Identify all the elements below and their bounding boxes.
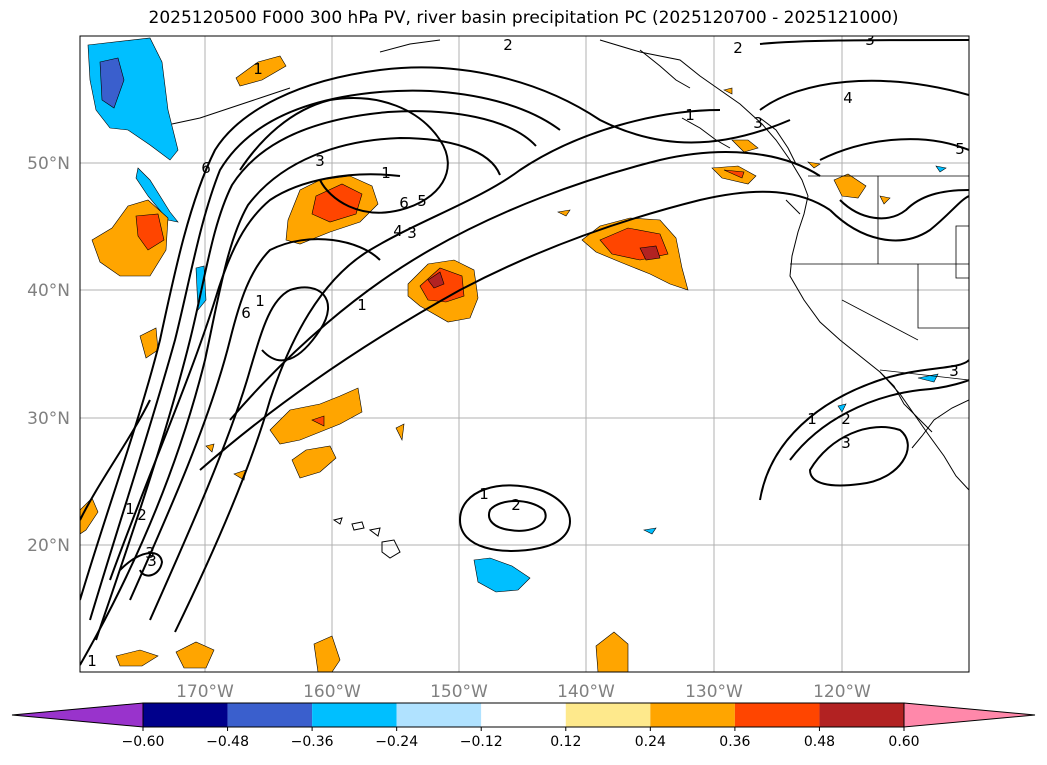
contour-label: 1 — [253, 60, 263, 78]
lon-label: 140°W — [557, 682, 615, 702]
colorbar-tick-label: −0.24 — [375, 734, 418, 750]
contour-label: 2 — [733, 39, 743, 57]
contour-label: 4 — [393, 222, 403, 240]
contour-label: 5 — [955, 140, 965, 158]
contour-label: 5 — [417, 192, 427, 210]
colorbar-segment — [396, 703, 482, 727]
contour-label: 3 — [949, 362, 959, 380]
hawaii-islands — [332, 517, 401, 559]
contour-label: 1 — [357, 296, 367, 314]
borders — [790, 175, 969, 381]
colorbar-tick-label: 0.60 — [888, 734, 919, 750]
longitude-labels: 170°W 160°W 150°W 140°W 130°W 120°W — [176, 682, 871, 702]
colorbar-segment — [227, 703, 313, 727]
colorbar-tick-label: 0.12 — [550, 734, 581, 750]
map-background — [80, 36, 969, 672]
contour-label: 3 — [865, 31, 875, 49]
colorbar-segment — [312, 703, 397, 727]
contour-label: 3 — [315, 152, 325, 170]
contour-label: 2 — [511, 496, 521, 514]
colorbar-tick-label: −0.36 — [291, 734, 334, 750]
contour-label: 3 — [407, 224, 417, 242]
colorbar-extend-max — [903, 702, 1036, 728]
coastlines — [171, 39, 969, 491]
colorbar-tick-label: 0.24 — [635, 734, 666, 750]
lon-label: 170°W — [176, 682, 234, 702]
lat-label: 30°N — [27, 409, 70, 429]
precip-positive-areas — [80, 55, 891, 672]
contour-label: 3 — [753, 114, 763, 132]
colorbar-segment — [565, 703, 651, 727]
lon-label: 160°W — [303, 682, 361, 702]
colorbar-tick-label: 0.36 — [719, 734, 750, 750]
contour-labels: 2 2 3 4 5 1 3 3 1 6 5 4 3 6 1 6 1 1 2 3 … — [87, 31, 965, 670]
contour-label: 3 — [145, 544, 155, 562]
contour-label: 6 — [399, 194, 409, 212]
lat-label: 40°N — [27, 281, 70, 301]
contour-label: 3 — [147, 552, 157, 570]
colorbar: −0.60 −0.48 −0.36 −0.24 −0.12 0.12 0.24 0.36 0.4… — [11, 702, 1036, 750]
contour-label: 1 — [125, 500, 135, 518]
contour-label: 1 — [255, 292, 265, 310]
contour-label: 2 — [503, 36, 513, 54]
colorbar-tick-label: −0.48 — [206, 734, 249, 750]
contour-label: 6 — [201, 159, 211, 177]
map-title: 2025120500 F000 300 hPa PV, river basin … — [148, 8, 899, 28]
colorbar-tick-label: 0.48 — [804, 734, 835, 750]
colorbar-tick-label: −0.12 — [460, 734, 503, 750]
colorbar-tick-label: −0.60 — [122, 734, 165, 750]
colorbar-extend-min — [11, 702, 144, 728]
colorbar-segment — [143, 703, 228, 727]
map-frame — [79, 35, 970, 673]
lat-label: 20°N — [27, 536, 70, 556]
contour-label: 1 — [685, 106, 695, 124]
lat-label: 50°N — [27, 154, 70, 174]
latitude-labels: 50°N 40°N 30°N 20°N — [27, 154, 70, 556]
contour-label: 1 — [807, 410, 817, 428]
contour-label: 1 — [87, 652, 97, 670]
pv-contours — [80, 39, 969, 666]
contour-label: 1 — [479, 485, 489, 503]
contour-label: 2 — [137, 506, 147, 524]
contour-label: 4 — [843, 89, 853, 107]
colorbar-segment — [734, 703, 820, 727]
colorbar-segment — [819, 703, 904, 727]
lon-label: 150°W — [430, 682, 488, 702]
lon-label: 130°W — [685, 682, 743, 702]
contour-label: 2 — [841, 410, 851, 428]
colorbar-segment — [481, 703, 566, 727]
colorbar-segment — [650, 703, 735, 727]
colorbar-outline — [142, 702, 905, 728]
lon-label: 120°W — [813, 682, 871, 702]
contour-label: 1 — [381, 164, 391, 182]
contour-label: 3 — [841, 434, 851, 452]
contour-label: 6 — [241, 304, 251, 322]
